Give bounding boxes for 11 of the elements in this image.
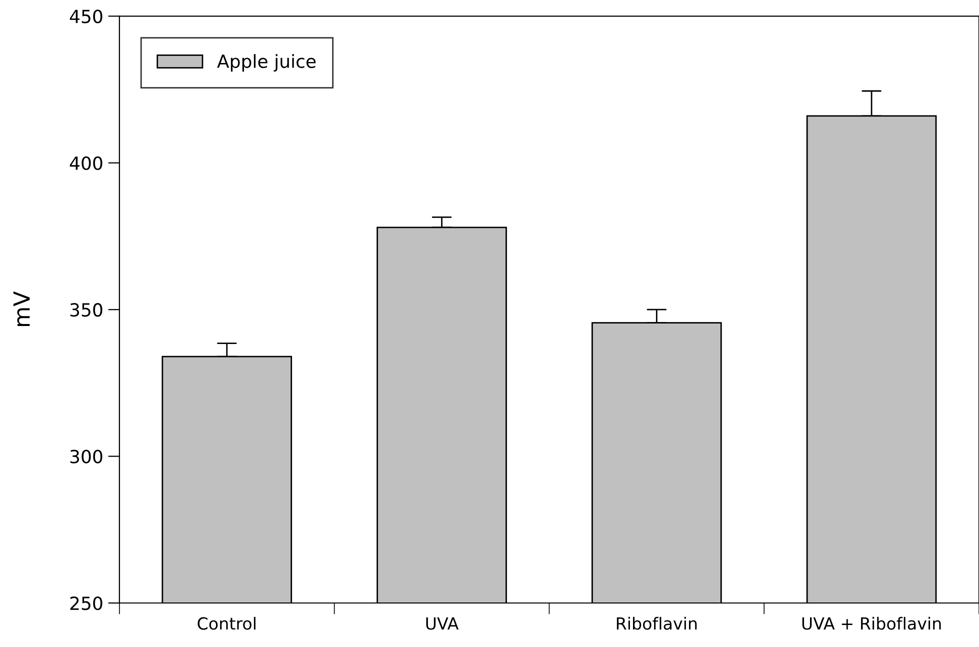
x-tick-label: UVA xyxy=(426,617,459,630)
y-axis-title: mV xyxy=(13,291,30,326)
x-tick-label: Riboflavin xyxy=(616,616,697,630)
y-tick-label: 400 xyxy=(70,156,102,170)
y-tick-label: 350 xyxy=(70,303,102,317)
x-tick-label: Control xyxy=(198,616,256,630)
y-tick-label: 300 xyxy=(70,450,102,464)
legend-label: Apple juice xyxy=(217,54,316,72)
y-tick-label: 450 xyxy=(70,10,102,24)
x-tick-label: UVA + Riboflavin xyxy=(802,616,941,630)
y-tick-label: 250 xyxy=(70,596,102,610)
